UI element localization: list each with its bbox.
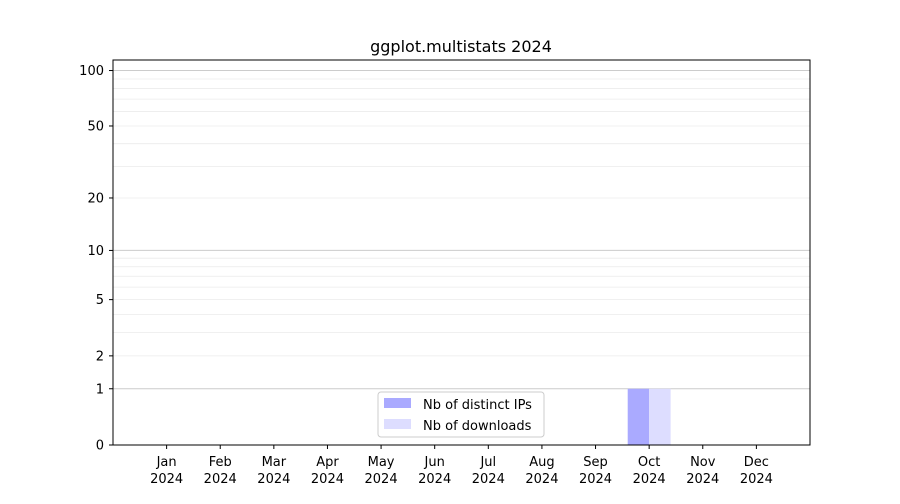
legend-frame [377, 391, 545, 438]
x-tick-label-month: Mar [262, 455, 287, 470]
x-tick-label-month: Dec [744, 455, 769, 470]
grid [113, 70, 810, 390]
y-tick-label: 20 [87, 191, 104, 206]
legend: Nb of distinct IPs Nb of downloads [377, 391, 545, 438]
x-tick-label-year: 2024 [472, 472, 505, 487]
legend-patch-downloads [384, 419, 411, 429]
x-tick-label-year: 2024 [740, 472, 773, 487]
x-tick-label-year: 2024 [311, 472, 344, 487]
bar [627, 388, 650, 445]
x-tick-label-month: Apr [316, 455, 339, 470]
x-tick-label-month: Nov [690, 455, 716, 470]
plot-frame [112, 59, 811, 446]
x-tick-label-year: 2024 [579, 472, 612, 487]
y-tick-label: 1 [96, 382, 104, 397]
x-axis: Jan 2024 Feb 2024 Mar 2024 Apr 2024 May 2024 Jun 20… [150, 445, 773, 487]
x-tick-label-month: Oct [638, 455, 660, 470]
x-tick-label-year: 2024 [633, 472, 666, 487]
y-tick-label: 50 [87, 119, 104, 134]
y-tick-label: 5 [96, 293, 104, 308]
x-tick-label-year: 2024 [686, 472, 719, 487]
y-tick-label: 100 [79, 64, 104, 79]
x-tick-label-year: 2024 [365, 472, 398, 487]
y-tick-label: 0 [96, 439, 104, 454]
x-tick-label-month: May [368, 455, 395, 470]
y-tick-label: 10 [87, 244, 104, 259]
legend-patch-distinct-ips [384, 398, 411, 408]
x-tick-label-year: 2024 [257, 472, 290, 487]
chart-title: ggplot.multistats 2024 [370, 37, 552, 56]
x-tick-label-month: Jul [479, 455, 496, 470]
x-tick-label-year: 2024 [150, 472, 183, 487]
legend-label-downloads: Nb of downloads [423, 419, 532, 434]
bars [627, 388, 671, 445]
x-tick-label-month: Sep [583, 455, 608, 470]
legend-label-distinct-ips: Nb of distinct IPs [423, 398, 532, 413]
bar [649, 388, 671, 445]
x-tick-label-month: Jan [156, 455, 177, 470]
x-tick-label-year: 2024 [204, 472, 237, 487]
y-tick-label: 2 [96, 349, 104, 364]
y-axis: 0 1 2 5 10 20 50 100 [79, 64, 113, 454]
x-tick-label-month: Aug [529, 455, 554, 470]
x-tick-label-year: 2024 [525, 472, 558, 487]
x-tick-label-month: Feb [209, 455, 232, 470]
x-tick-label-month: Jun [424, 455, 445, 470]
x-tick-label-year: 2024 [418, 472, 451, 487]
